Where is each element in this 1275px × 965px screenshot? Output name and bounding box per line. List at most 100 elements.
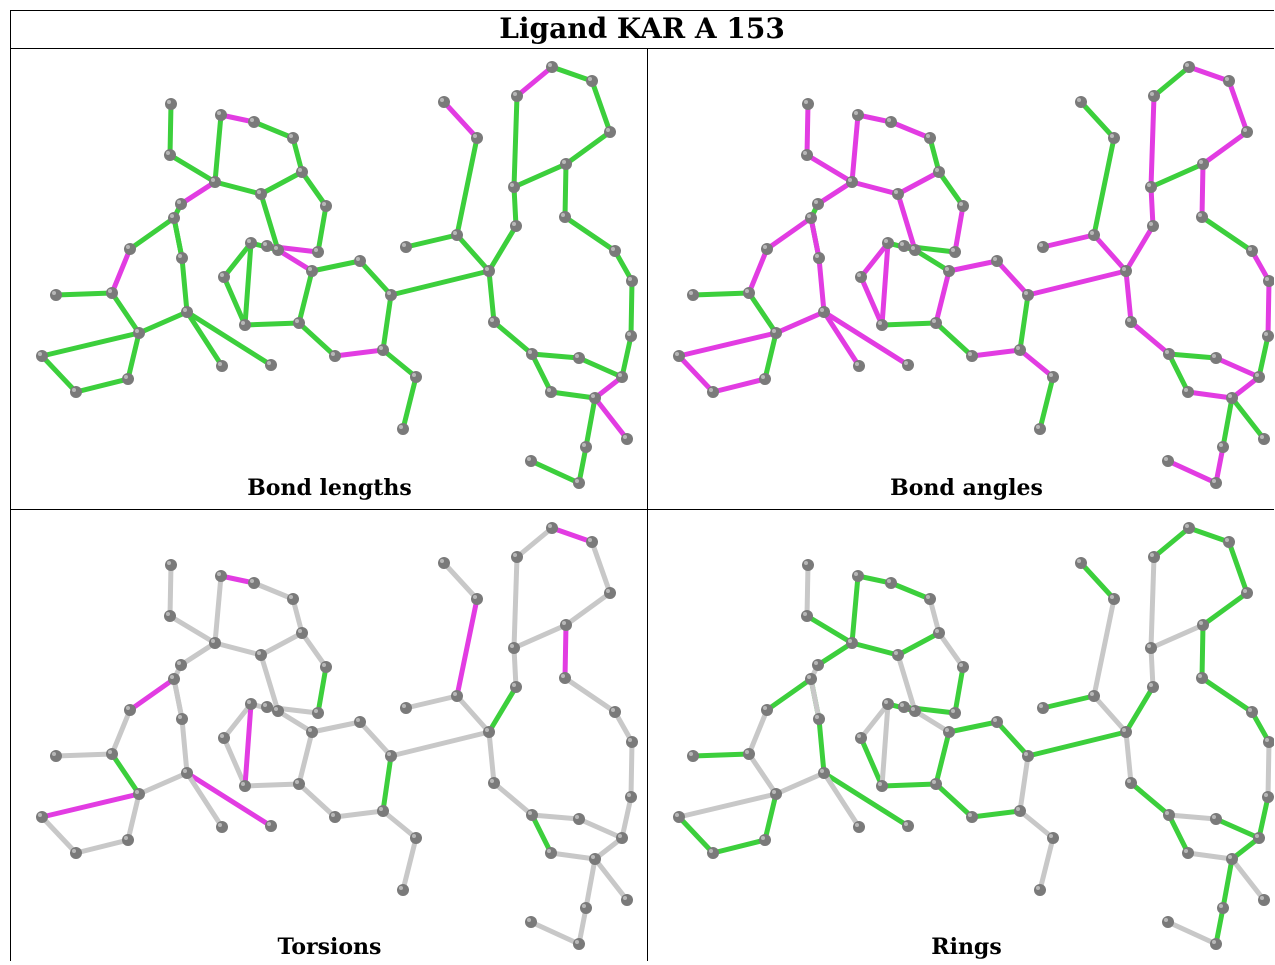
atom — [1217, 902, 1229, 914]
bond — [258, 630, 305, 658]
atom-highlight — [623, 435, 627, 439]
bond — [299, 630, 329, 670]
bond — [576, 444, 589, 486]
atom-highlight — [220, 273, 224, 277]
bond — [548, 850, 598, 862]
bond — [127, 676, 177, 713]
atom — [354, 716, 366, 728]
atom-highlight — [894, 651, 898, 655]
atom-highlight — [247, 700, 251, 704]
atom-highlight — [257, 190, 261, 194]
bond — [773, 770, 827, 797]
atom-highlight — [166, 612, 170, 616]
bond — [589, 539, 613, 596]
atom-highlight — [379, 346, 383, 350]
atom — [165, 98, 177, 110]
bond — [251, 580, 296, 602]
atom-highlight — [1219, 904, 1223, 908]
atom-highlight — [763, 706, 767, 710]
atom-highlight — [257, 651, 261, 655]
bond — [563, 590, 613, 628]
atom-highlight — [887, 579, 891, 583]
atom — [1075, 96, 1087, 108]
atom — [813, 713, 825, 725]
atom — [966, 350, 978, 362]
atom — [909, 244, 921, 256]
atom-highlight — [1049, 373, 1053, 377]
atom — [1125, 316, 1137, 328]
atom-highlight — [1198, 213, 1202, 217]
bond — [549, 64, 595, 84]
atom — [802, 98, 814, 110]
atom-highlight — [108, 289, 112, 293]
atom — [924, 593, 936, 605]
bond — [296, 781, 338, 820]
panel-bond-angles: Bond angles — [648, 49, 1275, 504]
mid-divider — [10, 509, 1274, 510]
bond — [816, 255, 827, 315]
atom — [626, 275, 638, 287]
bond — [773, 309, 827, 336]
atom-highlight — [887, 118, 891, 122]
atom — [707, 386, 719, 398]
bond — [136, 770, 190, 797]
atom-highlight — [241, 321, 245, 325]
atom-highlight — [582, 443, 586, 447]
atom — [902, 359, 914, 371]
atom — [471, 593, 483, 605]
atom — [761, 704, 773, 716]
atom-highlight — [904, 361, 908, 365]
atom-highlight — [211, 639, 215, 643]
atom — [438, 557, 450, 569]
bond — [73, 837, 131, 856]
atom — [1014, 344, 1026, 356]
atom-highlight — [1248, 708, 1252, 712]
atom — [943, 726, 955, 738]
bond — [676, 791, 779, 820]
atom — [801, 149, 813, 161]
bond — [309, 719, 363, 735]
atom-highlight — [218, 823, 222, 827]
bond — [125, 791, 142, 843]
bond — [1265, 278, 1272, 339]
atom-highlight — [485, 267, 489, 271]
bond — [1166, 812, 1191, 856]
atom-highlight — [1199, 160, 1203, 164]
bond — [1166, 351, 1191, 395]
atom-highlight — [453, 692, 457, 696]
bond — [933, 268, 952, 326]
bond — [167, 152, 218, 185]
atom — [1162, 455, 1174, 467]
bond — [212, 573, 224, 646]
panel-bond-lengths: Bond lengths — [11, 49, 648, 504]
atom-highlight — [183, 308, 187, 312]
atom — [124, 704, 136, 716]
bond — [562, 161, 569, 220]
bond — [1123, 223, 1156, 274]
atom — [410, 371, 422, 383]
atom-highlight — [959, 663, 963, 667]
atom — [770, 788, 782, 800]
atom-highlight — [575, 940, 579, 944]
atom — [525, 916, 537, 928]
bond — [821, 770, 862, 830]
atom — [1163, 348, 1175, 360]
atom — [625, 791, 637, 803]
atom-highlight — [562, 160, 566, 164]
bond — [933, 781, 975, 820]
bond — [1128, 780, 1172, 818]
panel-torsions: Torsions — [11, 510, 648, 965]
bond — [879, 701, 891, 789]
atom — [451, 690, 463, 702]
atom-highlight — [1149, 683, 1153, 687]
atom-highlight — [591, 855, 595, 859]
bond — [821, 309, 911, 368]
bond — [746, 707, 770, 757]
atom-highlight — [1243, 589, 1247, 593]
atom-highlight — [1225, 538, 1229, 542]
atom — [483, 265, 495, 277]
atom — [488, 316, 500, 328]
atom-highlight — [820, 769, 824, 773]
atom-highlight — [772, 329, 776, 333]
atom — [580, 902, 592, 914]
